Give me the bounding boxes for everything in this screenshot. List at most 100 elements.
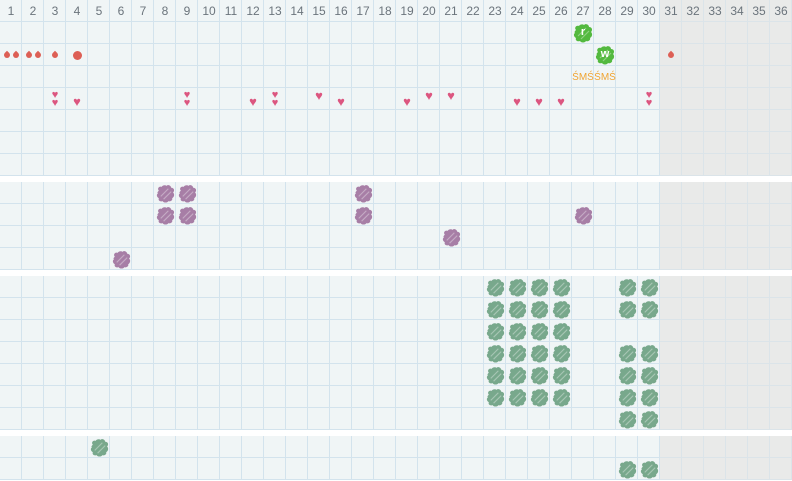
green-scribble-icon bbox=[550, 386, 572, 408]
day-header-17: 17 bbox=[356, 4, 370, 18]
day-header-6: 6 bbox=[117, 4, 125, 18]
section-bottom-green-scribbles bbox=[0, 436, 792, 480]
heart-icon: ♥ bbox=[51, 89, 59, 101]
stamp-splat-icon: r bbox=[572, 22, 594, 44]
scribble-icon bbox=[618, 366, 636, 385]
day-header-23: 23 bbox=[488, 4, 502, 18]
green-scribble-icon bbox=[638, 364, 660, 386]
purple-scribble-icon bbox=[110, 248, 132, 270]
scribble-icon bbox=[486, 278, 504, 297]
green-scribble-icon bbox=[506, 320, 528, 342]
green-scribble-icon bbox=[638, 458, 660, 480]
scribble-icon bbox=[530, 344, 548, 363]
heart-icon: ♥ bbox=[506, 88, 528, 110]
scribble-icon bbox=[640, 278, 658, 297]
heart-icon: ♥ bbox=[550, 88, 572, 110]
double-heart-icon: ♥ ♥ bbox=[176, 88, 198, 110]
scribble-icon bbox=[552, 322, 570, 341]
scribble-icon bbox=[552, 278, 570, 297]
green-scribble-icon bbox=[528, 386, 550, 408]
scribble-icon bbox=[112, 250, 130, 269]
scribble-icon bbox=[354, 206, 372, 225]
drop-icon bbox=[666, 50, 676, 60]
day-header-13: 13 bbox=[268, 4, 282, 18]
day-header-36: 36 bbox=[774, 4, 788, 18]
day-header-24: 24 bbox=[510, 4, 524, 18]
drop-icon bbox=[11, 50, 20, 60]
section-daily-symbols: 1 2 3 4 5 6 7 8 9 10 11 12 13 14 15 16 17 18 19 20 21 22 23 24 2… bbox=[0, 0, 792, 176]
green-scribble-icon bbox=[616, 364, 638, 386]
heart-icon: ♥ bbox=[183, 89, 191, 101]
scribble-icon bbox=[618, 388, 636, 407]
heart-icon: ♥ bbox=[645, 97, 653, 109]
scribble-icon bbox=[486, 388, 504, 407]
green-scribble-icon bbox=[528, 364, 550, 386]
green-scribble-icon bbox=[616, 386, 638, 408]
day-header-28: 28 bbox=[598, 4, 612, 18]
day-header-19: 19 bbox=[400, 4, 414, 18]
scribble-icon bbox=[156, 184, 174, 203]
scribble-icon bbox=[508, 300, 526, 319]
green-scribble-icon bbox=[506, 364, 528, 386]
heart-icon: ♥ bbox=[183, 97, 191, 109]
scribble-icon bbox=[530, 322, 548, 341]
green-scribble-icon bbox=[528, 276, 550, 298]
green-scribble-icon bbox=[638, 276, 660, 298]
scribble-icon bbox=[552, 300, 570, 319]
heart-icon: ♥ bbox=[51, 97, 59, 109]
drop-icon bbox=[2, 50, 11, 60]
day-header-5: 5 bbox=[95, 4, 103, 18]
drop-icon bbox=[44, 44, 66, 66]
green-scribble-icon bbox=[484, 364, 506, 386]
day-header-18: 18 bbox=[378, 4, 392, 18]
section-body bbox=[0, 436, 792, 480]
heart-icon: ♥ bbox=[271, 97, 279, 109]
scribble-icon bbox=[552, 366, 570, 385]
scribble-icon bbox=[552, 388, 570, 407]
green-scribble-icon bbox=[528, 320, 550, 342]
stamp-letter: w bbox=[600, 48, 610, 61]
heart-icon: ♥ bbox=[73, 94, 81, 109]
heart-icon: ♥ bbox=[513, 94, 521, 109]
scribble-icon bbox=[530, 278, 548, 297]
day-header-30: 30 bbox=[642, 4, 656, 18]
green-scribble-icon bbox=[638, 386, 660, 408]
day-header-3: 3 bbox=[51, 4, 59, 18]
inactive-days-area bbox=[660, 276, 792, 430]
green-scribble-icon bbox=[550, 342, 572, 364]
green-scribble-icon bbox=[550, 364, 572, 386]
day-header-9: 9 bbox=[183, 4, 191, 18]
inactive-days-area bbox=[660, 0, 792, 176]
day-header-12: 12 bbox=[246, 4, 260, 18]
scribble-icon bbox=[442, 228, 460, 247]
scribble-icon bbox=[508, 278, 526, 297]
heart-icon: ♥ bbox=[308, 88, 330, 110]
scribble-icon bbox=[574, 206, 592, 225]
day-header-10: 10 bbox=[202, 4, 216, 18]
day-header-16: 16 bbox=[334, 4, 348, 18]
green-scribble-icon bbox=[638, 342, 660, 364]
day-header-22: 22 bbox=[466, 4, 480, 18]
heart-icon: ♥ bbox=[330, 88, 352, 110]
drop-icon bbox=[660, 44, 682, 66]
purple-scribble-icon bbox=[572, 204, 594, 226]
scribble-icon bbox=[618, 278, 636, 297]
scribble-icon bbox=[618, 300, 636, 319]
scribble-icon bbox=[640, 388, 658, 407]
spotting-dot-icon bbox=[72, 50, 82, 60]
day-header-2: 2 bbox=[29, 4, 37, 18]
day-header-32: 32 bbox=[686, 4, 700, 18]
green-scribble-icon bbox=[506, 298, 528, 320]
green-scribble-icon bbox=[484, 342, 506, 364]
scribble-icon bbox=[508, 344, 526, 363]
day-header-35: 35 bbox=[752, 4, 766, 18]
scribble-icon bbox=[486, 344, 504, 363]
green-scribble-icon bbox=[550, 320, 572, 342]
inactive-days-area bbox=[660, 436, 792, 480]
scribble-icon bbox=[640, 344, 658, 363]
green-scribble-icon bbox=[506, 276, 528, 298]
scribble-icon bbox=[530, 366, 548, 385]
day-header-1: 1 bbox=[7, 4, 15, 18]
day-number-header: 1 2 3 4 5 6 7 8 9 10 11 12 13 14 15 16 17 18 19 20 21 22 23 24 2… bbox=[0, 0, 792, 22]
day-header-11: 11 bbox=[224, 4, 238, 18]
